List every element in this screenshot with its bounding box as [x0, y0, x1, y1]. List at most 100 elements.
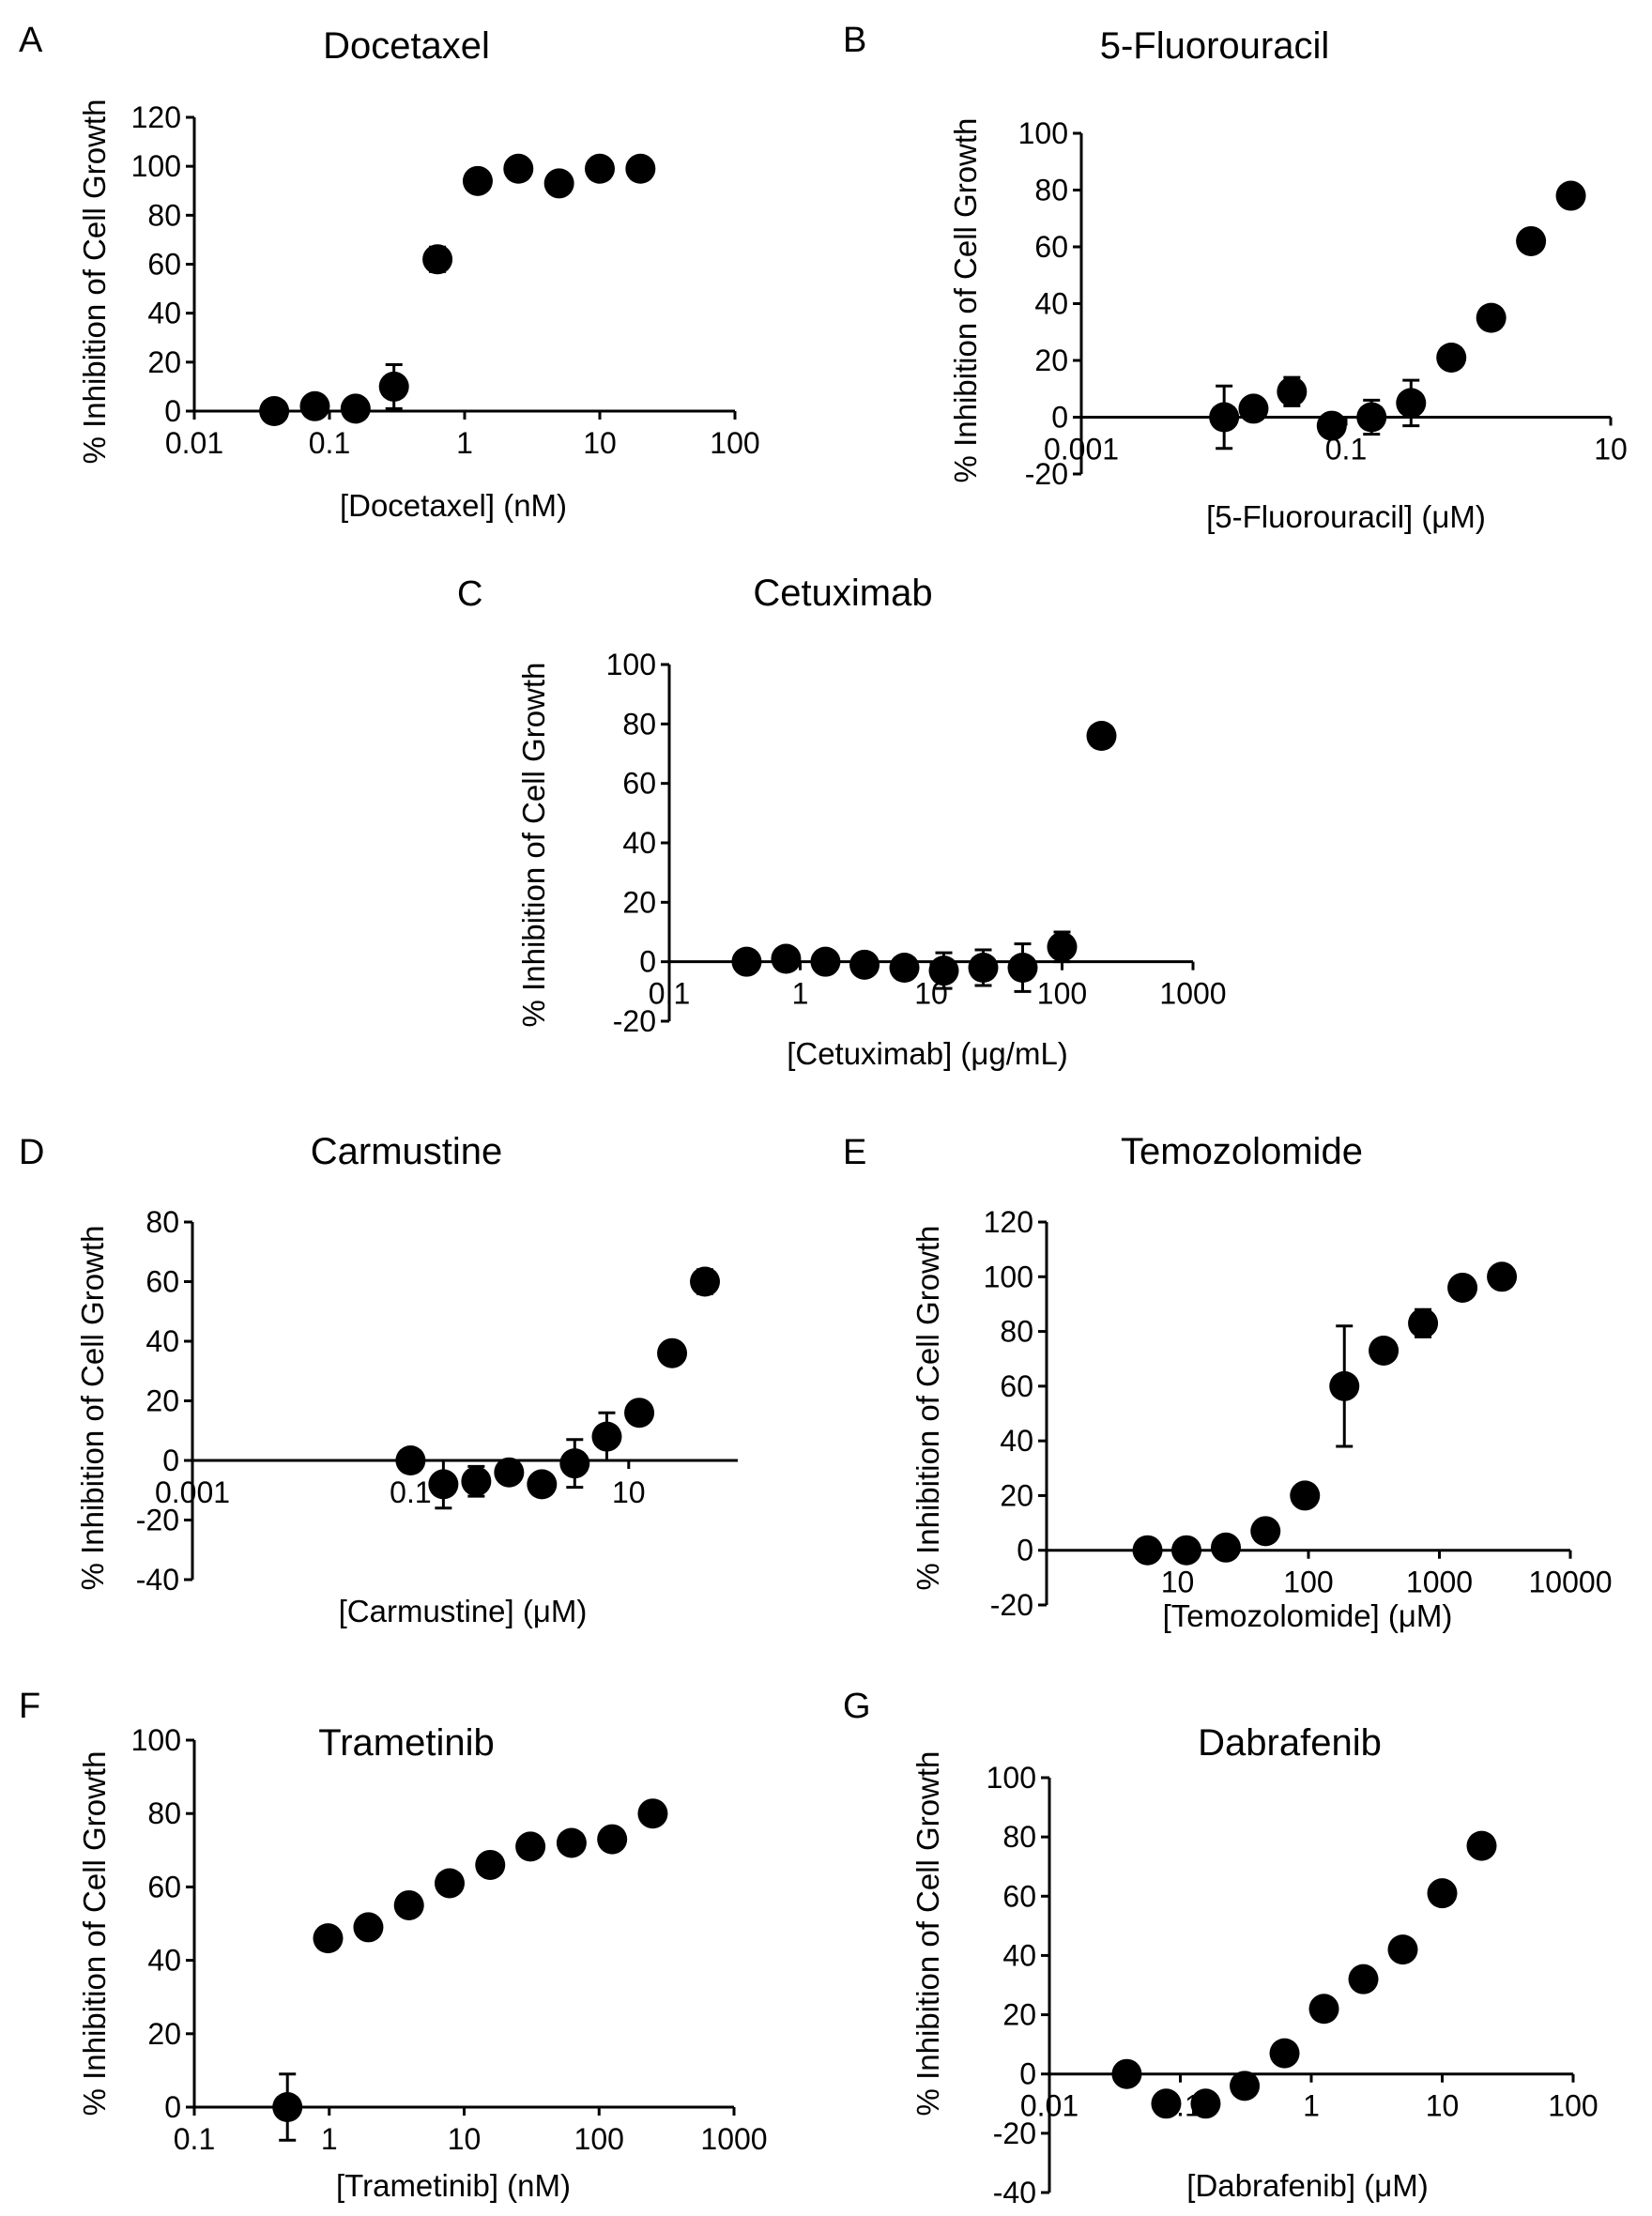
chart-title: Temozolomide [1121, 1131, 1363, 1172]
x-tick-label: 0.001 [155, 1475, 230, 1509]
x-tick-label: 100 [1283, 1566, 1333, 1599]
x-tick-label: 10000 [1529, 1566, 1613, 1599]
y-tick-label: -20 [990, 1588, 1033, 1622]
y-tick-label: 40 [1034, 287, 1068, 321]
y-tick-label: -20 [993, 2117, 1036, 2150]
chart-panel-f: F Trametinib 0 20 40 60 80 100 0.1 1 10 100 1000 [Tra… [19, 1687, 768, 2203]
data-point [299, 390, 330, 421]
data-point [849, 949, 880, 980]
data-point [395, 1445, 426, 1475]
panel-letter: C [457, 574, 482, 614]
data-point [461, 1466, 492, 1497]
y-tick-label: 0 [1017, 1534, 1033, 1567]
y-tick-label: 60 [622, 767, 656, 801]
x-tick-label: 1 [456, 426, 473, 460]
y-tick-label: 60 [145, 1265, 179, 1299]
y-tick-label: 120 [984, 1205, 1033, 1239]
panel-letter: E [843, 1133, 866, 1172]
data-point [1277, 376, 1308, 407]
data-point [1211, 1532, 1242, 1563]
data-point [597, 1824, 628, 1855]
y-tick-label: 80 [147, 198, 181, 232]
data-point [1230, 2071, 1261, 2101]
data-point [434, 1868, 465, 1899]
data-point [1427, 1878, 1458, 1909]
y-axis-title: % Inhibition of Cell Growth [516, 663, 551, 1028]
x-axis-title: [Carmustine] (μM) [339, 1594, 588, 1628]
data-point [272, 2092, 303, 2122]
data-point [503, 153, 534, 184]
y-tick-label: 0 [1051, 401, 1068, 435]
y-tick-label: 60 [147, 248, 181, 282]
data-point [393, 1889, 424, 1920]
data-point [1269, 2038, 1300, 2069]
x-tick-label: 0.1 [649, 977, 690, 1011]
data-point [624, 1398, 655, 1429]
y-tick-label: 100 [131, 149, 181, 183]
x-tick-label: 1000 [700, 2122, 767, 2156]
x-tick-label: 1 [792, 977, 809, 1011]
y-tick-label: 80 [1034, 174, 1068, 207]
chart-title: Docetaxel [323, 25, 490, 67]
y-tick-label: 20 [1034, 344, 1068, 377]
x-axis-title: [Trametinib] (nM) [336, 2168, 571, 2203]
y-tick-label: 80 [147, 1796, 181, 1830]
x-tick-label: 1 [321, 2122, 338, 2156]
data-point [559, 1448, 590, 1479]
data-point [690, 1266, 721, 1297]
y-axis-title: % Inhibition of Cell Growth [948, 118, 983, 483]
x-tick-label: 1 [1303, 2089, 1320, 2123]
data-point [585, 153, 615, 184]
chart-title: 5-Fluorouracil [1100, 25, 1330, 67]
x-tick-label: 10 [448, 2122, 482, 2156]
data-point [1487, 1261, 1518, 1292]
chart-title: Cetuximab [753, 573, 932, 614]
chart-panel-a: A Docetaxel 0 20 40 60 80 100 120 0.01 0.1 1 10 100 [D… [19, 21, 760, 523]
x-tick-label: 10 [1161, 1566, 1195, 1599]
y-tick-label: 100 [606, 648, 656, 681]
y-tick-label: 20 [147, 2017, 181, 2051]
y-tick-label: -20 [1025, 457, 1068, 491]
chart-panel-g: GDabrafenib-40-200204060801000.010.11101… [843, 1687, 1598, 2209]
x-axis-title: [Cetuximab] (μg/mL) [787, 1036, 1068, 1071]
y-axis-title: % Inhibition of Cell Growth [910, 1751, 945, 2117]
data-point [494, 1457, 525, 1488]
y-axis-title: % Inhibition of Cell Growth [910, 1226, 945, 1591]
y-tick-label: 20 [1000, 1478, 1033, 1512]
x-tick-label: 0.01 [1020, 2089, 1078, 2123]
x-axis-title: [Docetaxel] (nM) [340, 488, 567, 523]
y-tick-label: -20 [136, 1504, 179, 1537]
x-axis-title: [5-Fluorouracil] (μM) [1206, 499, 1486, 534]
y-axis-title: % Inhibition of Cell Growth [77, 1751, 112, 2117]
panel-letter: F [19, 1687, 40, 1726]
panel-letter: A [19, 21, 43, 60]
chart-panel-e: E Temozolomide -20 0 20 40 60 80 100 120 10 100 1000… [843, 1131, 1612, 1633]
data-point [637, 1798, 668, 1829]
data-point [527, 1469, 558, 1500]
x-tick-label: 10 [583, 426, 617, 460]
x-tick-label: 0.1 [309, 426, 350, 460]
y-tick-label: 0 [639, 945, 656, 979]
panel-letter: D [19, 1133, 44, 1172]
data-point [1348, 1964, 1379, 1994]
x-tick-label: 10 [1426, 2089, 1460, 2123]
x-tick-label: 10 [1594, 433, 1628, 466]
data-point [771, 943, 802, 974]
data-point [591, 1421, 622, 1452]
data-point [1369, 1335, 1400, 1366]
x-axis-title: [Dabrafenib] (μM) [1186, 2168, 1428, 2203]
y-axis-title: % Inhibition of Cell Growth [77, 99, 112, 465]
data-point [1047, 931, 1078, 962]
y-tick-label: 60 [1000, 1369, 1033, 1403]
data-point [1408, 1307, 1439, 1338]
x-tick-label: 100 [1548, 2089, 1598, 2123]
chart-title: Trametinib [318, 1722, 494, 1764]
data-point [889, 953, 920, 983]
y-tick-label: -40 [136, 1563, 179, 1597]
data-point [543, 168, 574, 199]
panel-letter: B [843, 21, 866, 60]
data-point [1190, 2088, 1221, 2119]
